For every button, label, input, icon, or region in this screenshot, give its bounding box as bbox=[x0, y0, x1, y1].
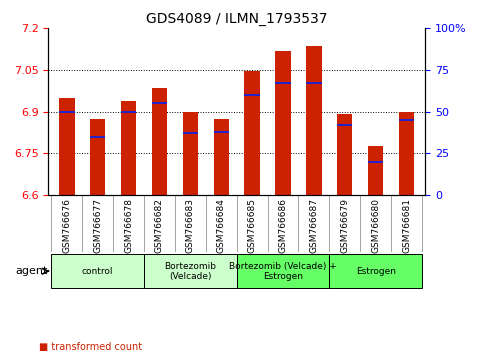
Bar bbox=[306, 46, 322, 195]
Text: GSM766677: GSM766677 bbox=[93, 198, 102, 253]
Bar bbox=[399, 112, 414, 195]
Bar bbox=[90, 119, 105, 195]
Bar bbox=[337, 124, 353, 126]
Text: GSM766678: GSM766678 bbox=[124, 198, 133, 253]
Text: GSM766676: GSM766676 bbox=[62, 198, 71, 253]
Text: GSM766679: GSM766679 bbox=[340, 198, 349, 253]
Bar bbox=[306, 82, 322, 85]
Bar bbox=[244, 72, 260, 195]
Bar bbox=[337, 114, 353, 195]
FancyBboxPatch shape bbox=[144, 254, 237, 289]
Text: GSM766686: GSM766686 bbox=[279, 198, 287, 253]
Text: ■ transformed count: ■ transformed count bbox=[39, 342, 142, 352]
Bar bbox=[213, 131, 229, 133]
Text: GSM766685: GSM766685 bbox=[248, 198, 256, 253]
Title: GDS4089 / ILMN_1793537: GDS4089 / ILMN_1793537 bbox=[146, 12, 327, 26]
Bar bbox=[121, 110, 136, 113]
Bar bbox=[275, 82, 291, 85]
Bar bbox=[275, 51, 291, 195]
Text: Estrogen: Estrogen bbox=[355, 267, 396, 276]
Text: GSM766681: GSM766681 bbox=[402, 198, 411, 253]
FancyBboxPatch shape bbox=[237, 254, 329, 289]
Bar bbox=[213, 119, 229, 195]
FancyBboxPatch shape bbox=[329, 254, 422, 289]
Bar bbox=[152, 88, 167, 195]
Bar bbox=[183, 132, 198, 135]
Text: GSM766682: GSM766682 bbox=[155, 198, 164, 253]
Bar bbox=[368, 147, 384, 195]
Text: control: control bbox=[82, 267, 114, 276]
Bar bbox=[121, 101, 136, 195]
Text: Bortezomib
(Velcade): Bortezomib (Velcade) bbox=[164, 262, 216, 281]
Text: Bortezomib (Velcade) +
Estrogen: Bortezomib (Velcade) + Estrogen bbox=[229, 262, 337, 281]
Bar bbox=[152, 102, 167, 104]
Text: agent: agent bbox=[15, 266, 48, 276]
Bar bbox=[244, 94, 260, 96]
FancyBboxPatch shape bbox=[51, 254, 144, 289]
Bar bbox=[90, 136, 105, 138]
Bar bbox=[368, 161, 384, 163]
Text: GSM766680: GSM766680 bbox=[371, 198, 380, 253]
Text: GSM766683: GSM766683 bbox=[186, 198, 195, 253]
Bar bbox=[59, 110, 74, 113]
Bar bbox=[399, 119, 414, 121]
Bar bbox=[59, 98, 74, 195]
Text: GSM766684: GSM766684 bbox=[217, 198, 226, 253]
Bar bbox=[183, 112, 198, 195]
Text: GSM766687: GSM766687 bbox=[310, 198, 318, 253]
